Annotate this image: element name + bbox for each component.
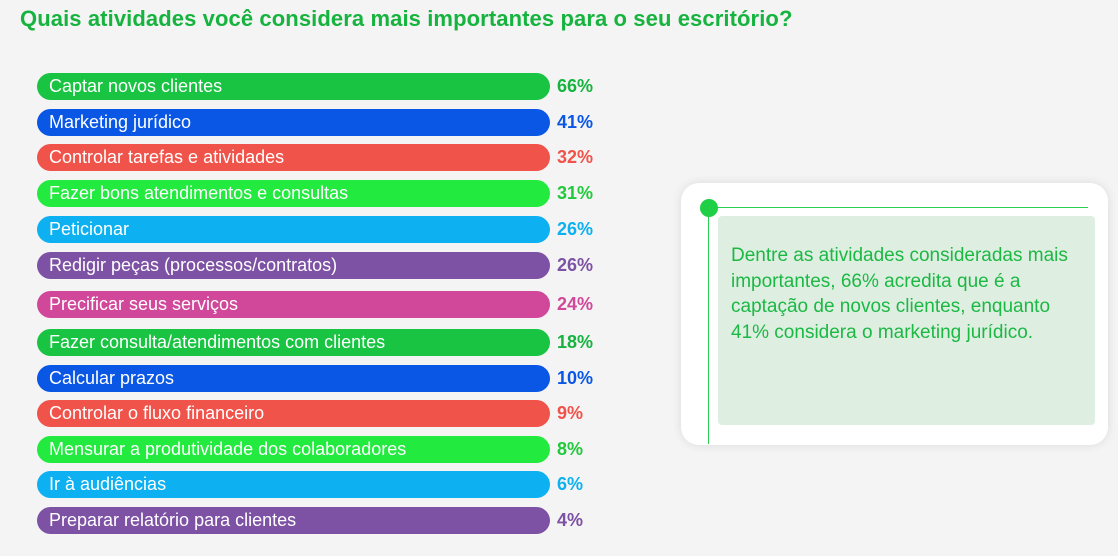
- bar: [37, 252, 550, 279]
- bar: [37, 365, 550, 392]
- bar-value-label: 41%: [557, 112, 594, 132]
- bar-label: Preparar relatório para clientes: [49, 510, 297, 530]
- bar: [37, 216, 550, 243]
- bar-label: Controlar o fluxo financeiro: [49, 403, 265, 423]
- bar-label: Controlar tarefas e atividades: [49, 147, 285, 167]
- bar: [37, 180, 550, 207]
- chart-title: Quais atividades você considera mais imp…: [20, 6, 793, 31]
- bar: [37, 291, 550, 318]
- callout-horizontal-line: [710, 207, 1088, 208]
- bar: [37, 73, 550, 100]
- bar-label: Captar novos clientes: [49, 76, 223, 96]
- bar-label: Peticionar: [49, 219, 130, 239]
- bar: [37, 471, 550, 498]
- bar-label: Calcular prazos: [49, 368, 175, 388]
- bar-chart: Captar novos clientes 66% Marketing jurídi…: [37, 73, 594, 534]
- bar-label: Precificar seus serviços: [49, 294, 239, 314]
- bar-label: Mensurar a produtividade dos colaborador…: [49, 439, 407, 459]
- callout-vertical-line: [708, 208, 709, 444]
- bar: [37, 144, 550, 171]
- callout-dot-icon: [700, 199, 718, 217]
- bar-value-label: 24%: [557, 294, 594, 314]
- callout-inner-panel: [718, 216, 1095, 425]
- bar-value-label: 10%: [557, 368, 594, 388]
- bar-label: Marketing jurídico: [49, 112, 192, 132]
- bar-value-label: 31%: [557, 183, 594, 203]
- bar-value-label: 8%: [557, 439, 584, 459]
- bar: [37, 329, 550, 356]
- bar: [37, 400, 550, 427]
- bar-label: Fazer bons atendimentos e consultas: [49, 183, 349, 203]
- bar-label: Redigir peças (processos/contratos): [49, 255, 338, 275]
- bar-value-label: 6%: [557, 474, 584, 494]
- bar-value-label: 9%: [557, 403, 584, 423]
- bar-value-label: 4%: [557, 510, 584, 530]
- bar-value-label: 32%: [557, 147, 594, 167]
- bar-label: Fazer consulta/atendimentos com clientes: [49, 332, 386, 352]
- bar-label: Ir à audiências: [49, 474, 167, 494]
- bar: [37, 507, 550, 534]
- bar-value-label: 18%: [557, 332, 594, 352]
- bar-value-label: 26%: [557, 255, 594, 275]
- bar-value-label: 66%: [557, 76, 594, 96]
- bar-value-label: 26%: [557, 219, 594, 239]
- bar: [37, 109, 550, 136]
- bar: [37, 436, 550, 463]
- callout-text: Dentre as atividades consideradas mais i…: [731, 245, 1068, 343]
